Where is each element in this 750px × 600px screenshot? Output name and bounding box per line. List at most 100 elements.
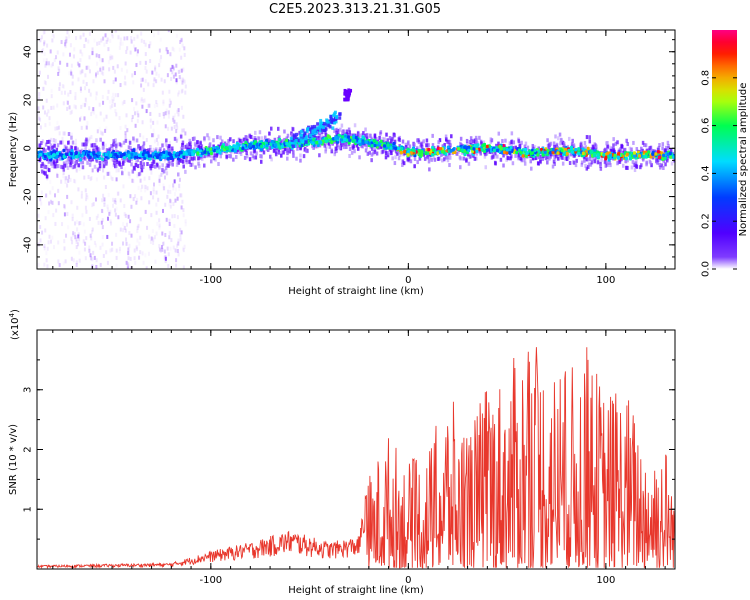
halo-dot — [55, 158, 59, 163]
noise-dot — [113, 102, 116, 107]
halo-dot — [368, 133, 372, 138]
noise-dot — [147, 251, 150, 256]
noise-dot — [100, 220, 103, 225]
halo-dot — [474, 135, 478, 140]
halo-dot — [587, 164, 590, 169]
noise-dot — [90, 256, 93, 261]
noise-dot — [144, 79, 147, 84]
core-dot — [608, 153, 612, 158]
noise-dot — [63, 246, 66, 251]
noise-dot — [158, 247, 161, 252]
noise-dot — [72, 54, 75, 59]
noise-dot — [42, 47, 45, 52]
halo-dot — [185, 160, 188, 165]
noise-dot — [84, 97, 87, 102]
noise-dot — [136, 118, 139, 123]
halo-dot — [142, 162, 146, 167]
halo-dot — [73, 163, 77, 168]
noise-dot — [107, 192, 110, 197]
noise-dot — [119, 37, 122, 42]
noise-dot — [87, 65, 90, 70]
core-dot — [586, 146, 590, 151]
noise-dot — [161, 90, 164, 95]
noise-dot — [92, 79, 95, 84]
noise-dot — [57, 188, 60, 193]
noise-dot — [168, 221, 171, 226]
halo-dot — [622, 150, 625, 155]
halo-dot — [520, 140, 523, 145]
halo-dot — [575, 158, 578, 163]
branch-dot — [311, 126, 315, 131]
noise-dot — [58, 82, 61, 87]
halo-dot — [360, 133, 364, 138]
halo-dot — [62, 161, 66, 166]
noise-dot — [125, 113, 128, 118]
noise-dot — [165, 217, 168, 222]
halo-dot — [407, 158, 411, 163]
halo-dot — [639, 165, 642, 170]
noise-dot — [152, 190, 155, 195]
noise-dot — [182, 114, 185, 119]
halo-dot — [40, 169, 44, 174]
halo-dot — [619, 148, 622, 153]
halo-dot — [657, 157, 661, 162]
noise-dot — [112, 92, 115, 97]
core-dot — [424, 151, 428, 155]
halo-dot — [397, 156, 401, 161]
halo-dot — [413, 157, 417, 162]
noise-dot — [100, 208, 103, 213]
noise-dot — [134, 47, 137, 52]
core-dot — [340, 138, 344, 142]
halo-dot — [649, 145, 653, 150]
halo-dot — [156, 163, 159, 168]
noise-dot — [169, 199, 172, 204]
noise-dot — [143, 98, 146, 103]
core-dot — [147, 154, 151, 158]
halo-dot — [186, 145, 190, 150]
halo-dot — [151, 163, 155, 168]
halo-dot — [365, 143, 368, 148]
halo-dot — [44, 165, 47, 170]
noise-dot — [61, 222, 64, 227]
core-dot — [602, 153, 606, 157]
core-dot — [509, 145, 513, 150]
halo-dot — [628, 146, 632, 151]
halo-dot — [614, 141, 618, 146]
noise-dot — [37, 213, 40, 218]
halo-dot — [353, 149, 356, 154]
noise-dot — [95, 264, 98, 269]
noise-dot — [169, 140, 172, 145]
noise-dot — [179, 227, 182, 232]
core-dot — [379, 139, 383, 144]
core-dot — [461, 148, 465, 153]
core-dot — [530, 151, 534, 155]
halo-dot — [384, 148, 387, 153]
halo-dot — [517, 152, 521, 157]
noise-dot — [88, 31, 91, 36]
halo-dot — [641, 148, 644, 153]
noise-dot — [132, 80, 135, 85]
noise-dot — [58, 68, 61, 73]
halo-dot — [65, 160, 68, 165]
noise-dot — [145, 109, 148, 114]
noise-dot — [52, 138, 55, 143]
halo-dot — [333, 150, 337, 155]
branch-dot — [316, 122, 320, 126]
halo-dot — [84, 156, 87, 161]
noise-dot — [63, 205, 66, 210]
halo-dot — [140, 168, 144, 173]
noise-dot — [159, 58, 162, 63]
noise-dot — [172, 245, 175, 250]
halo-dot — [386, 153, 390, 158]
core-dot — [336, 136, 340, 140]
branch-dot — [319, 128, 323, 133]
halo-dot — [166, 145, 170, 150]
noise-dot — [169, 100, 172, 105]
noise-dot — [88, 248, 91, 253]
noise-dot — [84, 241, 87, 246]
halo-dot — [499, 157, 503, 162]
halo-dot — [40, 164, 43, 169]
noise-dot — [158, 174, 161, 179]
halo-dot — [667, 144, 670, 149]
halo-dot — [584, 163, 587, 168]
